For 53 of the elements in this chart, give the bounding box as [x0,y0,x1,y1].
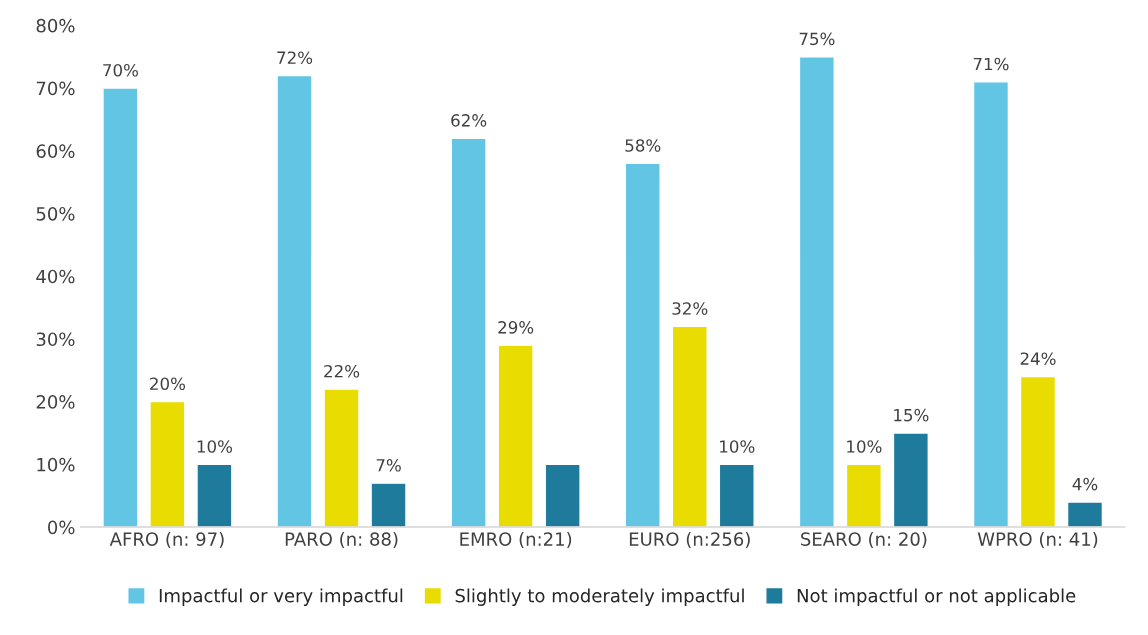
legend-label: Not impactful or not applicable [797,588,1076,606]
bar [671,325,708,528]
x-tick-label: SEARO (n: 20) [801,531,927,549]
bar [450,137,487,528]
data-label: 10% [197,440,233,453]
bar [276,74,313,528]
y-tick-label: 80% [36,18,75,33]
data-label: 58% [625,139,661,152]
legend-label: Impactful or very impactful [159,588,403,606]
data-label: 10% [720,440,755,453]
bar [624,162,661,528]
bar [972,81,1010,528]
bar [544,463,581,528]
x-tick-label: PARO (n: 88) [285,531,398,549]
y-tick-label: 10% [37,457,75,472]
data-label: 72% [277,51,313,64]
data-label: 70% [103,63,139,77]
bar [718,463,755,528]
data-label: 15% [894,408,929,422]
bar [149,400,186,528]
bar [892,432,929,528]
data-label: 24% [1020,352,1056,365]
y-tick-label: 0% [48,520,75,535]
bar [196,463,233,528]
y-tick-label: 70% [36,81,75,96]
x-tick-label: EURO (n:256) [629,531,750,549]
data-label: 71% [973,57,1009,71]
x-tick-label: WPRO (n: 41) [977,531,1098,549]
bar [1019,375,1057,528]
bar [798,56,835,528]
data-label: 75% [799,32,835,46]
bar [497,344,534,528]
data-label: 22% [324,364,360,378]
y-tick-label: 20% [36,395,75,409]
y-tick-label: 30% [36,332,75,347]
bar [1066,501,1104,528]
data-label: 20% [150,377,186,391]
y-tick-label: 50% [36,206,75,221]
legend-label: Slightly to moderately impactful [455,588,744,606]
bar [845,463,882,528]
data-label: 10% [847,440,882,453]
bar [323,388,360,528]
data-label: 4% [1072,477,1098,491]
data-label: 62% [451,114,487,127]
y-tick-label: 60% [36,144,75,158]
data-label: 7% [376,458,401,472]
data-label: 29% [498,321,534,334]
y-tick-label: 40% [36,269,75,284]
bar [102,87,139,528]
data-label: 32% [672,302,708,315]
bar [370,482,407,528]
x-tick-label: AFRO (n: 97) [109,531,224,549]
x-tick-label: EMRO (n:21) [460,531,572,549]
